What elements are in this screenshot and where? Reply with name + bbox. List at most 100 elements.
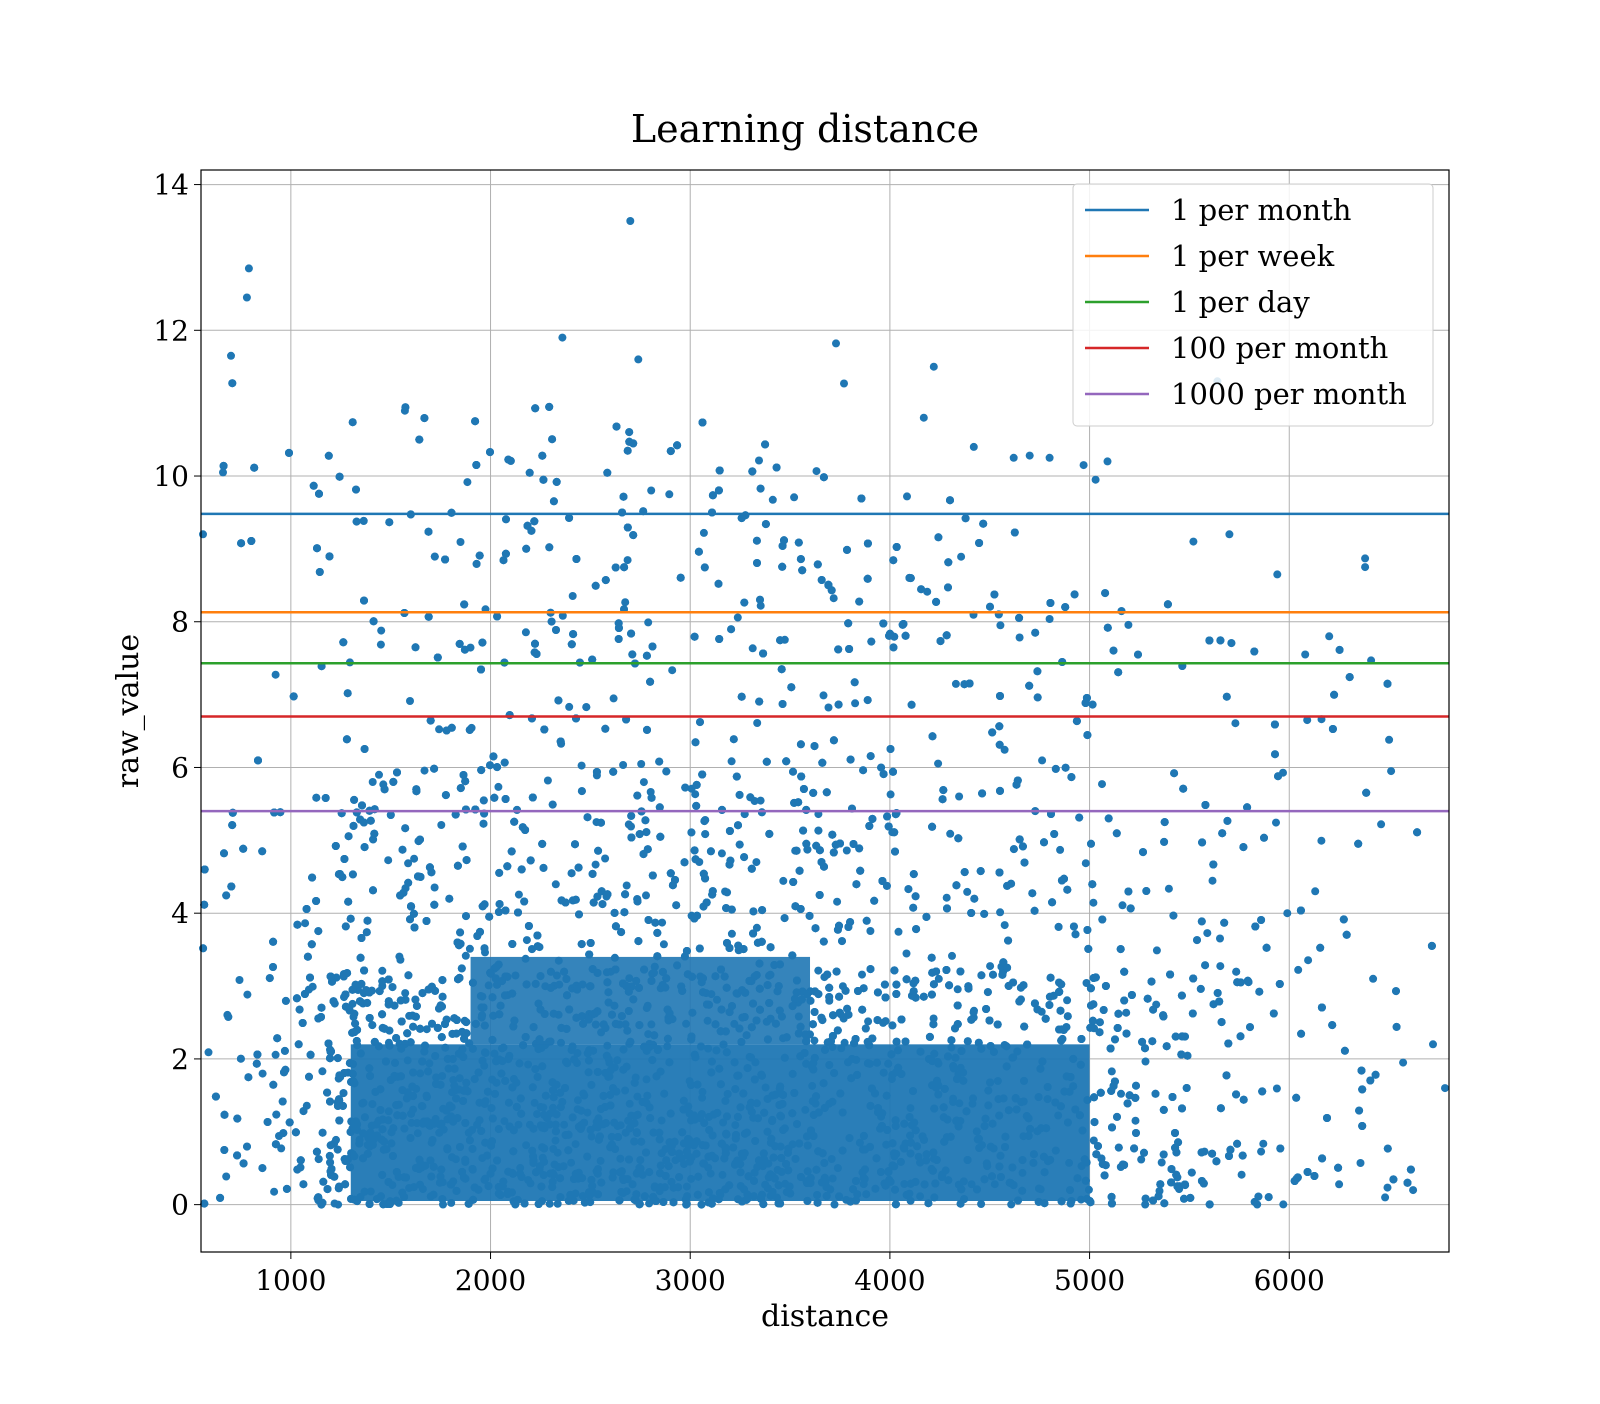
scatter-point [1399,1059,1407,1067]
scatter-point [850,840,858,848]
scatter-point [1089,701,1097,709]
scatter-point [1113,829,1121,837]
scatter-point [1188,1169,1196,1177]
scatter-point [996,621,1004,629]
scatter-point [463,478,471,486]
scatter-point [1094,1142,1102,1150]
scatter-point [1343,931,1351,939]
scatter-point [1003,882,1011,890]
scatter-point [548,435,556,443]
scatter-point [874,988,882,996]
scatter-point [545,543,553,551]
scatter-point [1132,1129,1140,1137]
scatter-point [990,591,998,599]
scatter-point [833,898,841,906]
scatter-point [599,900,607,908]
scatter-point [1231,719,1239,727]
scatter-point [412,643,420,651]
scatter-point [909,904,917,912]
scatter-point [1028,889,1036,897]
scatter-point [389,778,397,786]
scatter-point [243,1143,251,1151]
scatter-point [540,864,548,872]
scatter-point [396,956,404,964]
scatter-point [1161,818,1169,826]
scatter-point [1096,1028,1104,1036]
scatter-point [929,732,937,740]
scatter-point [641,816,649,824]
scatter-point [327,1141,335,1149]
scatter-point [1259,1140,1267,1148]
scatter-point [1251,923,1259,931]
scatter-point [640,778,648,786]
scatter-point [831,1201,839,1209]
scatter-point [601,855,609,863]
scatter-point [1198,917,1206,925]
scatter-point [601,725,609,733]
scatter-point [1134,651,1142,659]
scatter-point [718,849,726,857]
scatter-point [293,1166,301,1174]
scatter-point [1142,1058,1150,1066]
scatter-point [457,538,465,546]
scatter-point [466,945,474,953]
scatter-point [544,777,552,785]
scatter-point [696,718,704,726]
scatter-point [929,1020,937,1028]
scatter-point [696,945,704,953]
scatter-point [272,1140,280,1148]
scatter-point [315,1155,323,1163]
scatter-point [279,1129,287,1137]
scatter-point [1216,962,1224,970]
scatter-point [1301,651,1309,659]
scatter-point [979,520,987,528]
scatter-point [1297,1030,1305,1038]
scatter-point [1148,1037,1156,1045]
scatter-point [531,648,539,656]
scatter-point [867,965,875,973]
scatter-point [984,988,992,996]
scatter-point [626,217,634,225]
scatter-point [934,533,942,541]
scatter-point [977,1200,985,1208]
scatter-point [1124,888,1132,896]
scatter-point [1153,946,1161,954]
scatter-point [1100,1006,1108,1014]
scatter-point [736,791,744,799]
scatter-point [649,643,657,651]
scatter-point [1169,912,1177,920]
scatter-point [692,738,700,746]
scatter-point [513,806,521,814]
scatter-point [740,599,748,607]
scatter-point [1294,966,1302,974]
scatter-point [324,1185,332,1193]
scatter-point [890,643,898,651]
scatter-point [558,334,566,342]
scatter-point [1220,919,1228,927]
scatter-point [970,443,978,451]
scatter-point [1070,923,1078,931]
scatter-point [473,560,481,568]
scatter-point [575,910,583,918]
scatter-point [1005,982,1013,990]
scatter-point [723,888,731,896]
scatter-point [522,545,530,553]
scatter-point [1201,961,1209,969]
scatter-point [1357,1159,1365,1167]
scatter-point [1409,1186,1417,1194]
scatter-point [634,355,642,363]
scatter-point [341,1155,349,1163]
scatter-point [889,556,897,564]
scatter-point [1311,887,1319,895]
scatter-point [1279,1200,1287,1208]
scatter-point [749,907,757,915]
scatter-point [1142,887,1150,895]
scatter-point [769,496,777,504]
scatter-point [1361,563,1369,571]
scatter-point [1385,736,1393,744]
scatter-point [1372,1071,1380,1079]
scatter-point [946,830,954,838]
scatter-point [571,840,579,848]
scatter-point [1020,1023,1028,1031]
scatter-point [970,1008,978,1016]
